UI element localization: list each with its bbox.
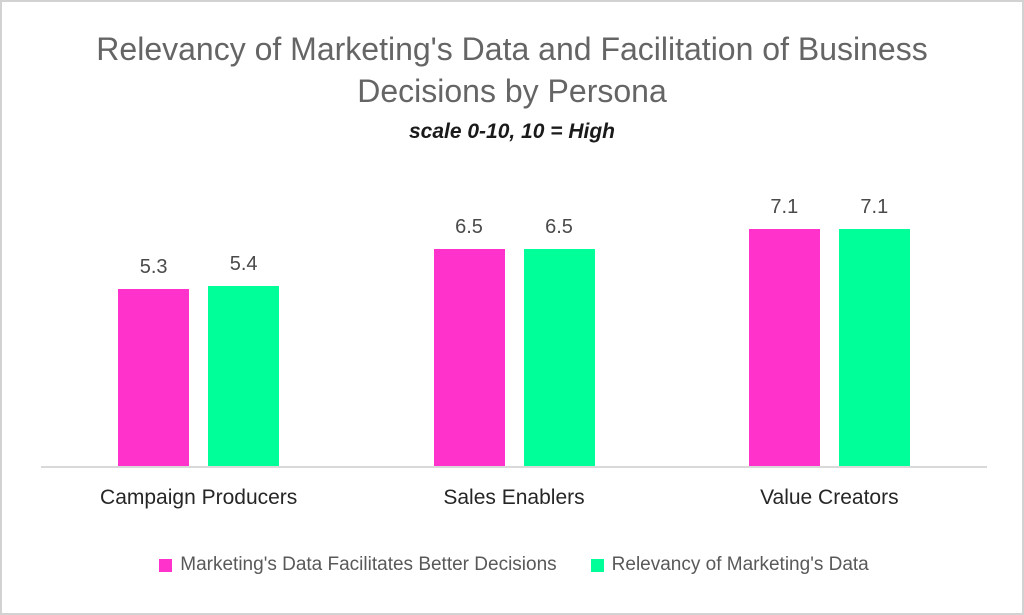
value-label: 6.5 <box>545 216 573 239</box>
legend-label-series2: Relevancy of Marketing's Data <box>611 554 869 575</box>
legend-label-series1: Marketing's Data Facilitates Better Deci… <box>180 554 557 575</box>
bar-series1-campaign-producers <box>118 289 190 466</box>
x-axis-line <box>41 465 987 468</box>
value-label: 6.5 <box>455 216 483 239</box>
value-label: 7.1 <box>860 196 889 219</box>
category-label: Value Creators <box>760 485 899 509</box>
bar-series2-campaign-producers <box>208 285 280 466</box>
bar-series1-value-creators <box>748 229 820 466</box>
bar-series1-sales-enablers <box>433 249 505 466</box>
bar-series2-sales-enablers <box>523 249 595 466</box>
category-label: Campaign Producers <box>100 485 298 509</box>
legend-item: Marketing's Data Facilitates Better Deci… <box>159 554 557 576</box>
legend-swatch-series2 <box>590 558 604 572</box>
category-label: Sales Enablers <box>443 485 585 509</box>
value-label: 5.4 <box>229 252 258 275</box>
chart-subtitle: scale 0-10, 10 = High <box>408 120 616 144</box>
value-label: 7.1 <box>770 196 799 219</box>
legend-swatch-series1 <box>159 558 173 572</box>
value-label: 5.3 <box>139 256 168 279</box>
bar-series2-value-creators <box>838 229 910 466</box>
plot-area: 5.3 5.4 6.5 6.5 7.1 7.1 <box>41 168 987 468</box>
chart-title: Relevancy of Marketing's Data and Facili… <box>96 31 928 110</box>
category-axis: Campaign Producers Sales Enablers Value Cr… <box>41 468 987 514</box>
legend: Marketing's Data Facilitates Better Deci… <box>2 554 1022 576</box>
legend-item: Relevancy of Marketing's Data <box>590 554 869 576</box>
